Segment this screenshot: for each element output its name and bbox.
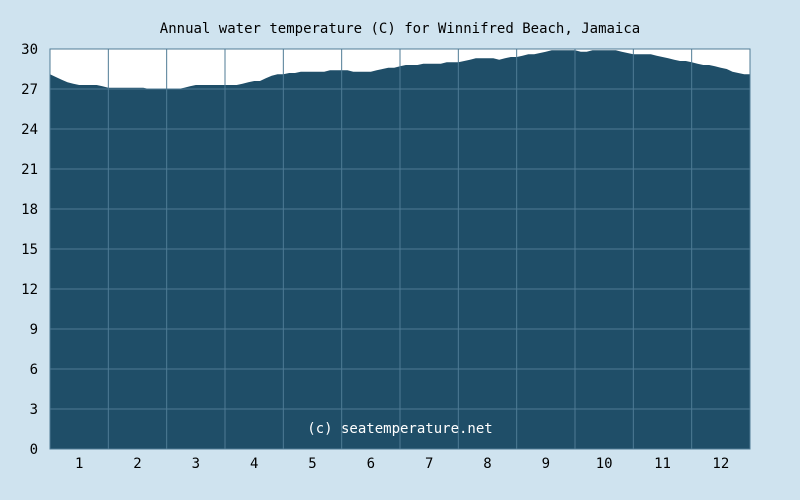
y-axis-ticks: 0 3 6 9 12 15 18 21 24 27 30: [21, 42, 38, 458]
x-tick-label-4: 4: [250, 456, 258, 472]
x-axis-ticks: 1 2 3 4 5 6 7 8 9 10 11 12: [75, 456, 729, 472]
y-tick-label-3: 3: [30, 402, 38, 418]
x-tick-label-10: 10: [596, 456, 613, 472]
x-tick-label-9: 9: [542, 456, 550, 472]
y-tick-label-30: 30: [21, 42, 38, 58]
x-tick-label-1: 1: [75, 456, 83, 472]
copyright-annotation: (c) seatemperature.net: [307, 421, 492, 437]
x-tick-label-7: 7: [425, 456, 433, 472]
y-tick-label-15: 15: [21, 242, 38, 258]
y-tick-label-18: 18: [21, 202, 38, 218]
y-tick-label-24: 24: [21, 122, 38, 138]
y-tick-label-27: 27: [21, 82, 38, 98]
x-tick-label-5: 5: [308, 456, 316, 472]
y-tick-label-0: 0: [30, 442, 38, 458]
y-tick-label-9: 9: [30, 322, 38, 338]
x-tick-label-6: 6: [367, 456, 375, 472]
chart-title: Annual water temperature (C) for Winnifr…: [160, 21, 640, 37]
grid-lines: [50, 49, 750, 449]
x-tick-label-8: 8: [483, 456, 491, 472]
y-tick-label-6: 6: [30, 362, 38, 378]
plot-frame: [49, 48, 751, 450]
x-tick-label-3: 3: [192, 456, 200, 472]
x-tick-label-11: 11: [654, 456, 671, 472]
y-tick-label-21: 21: [21, 162, 38, 178]
y-tick-label-12: 12: [21, 282, 38, 298]
x-tick-label-2: 2: [133, 456, 141, 472]
x-tick-label-12: 12: [712, 456, 729, 472]
